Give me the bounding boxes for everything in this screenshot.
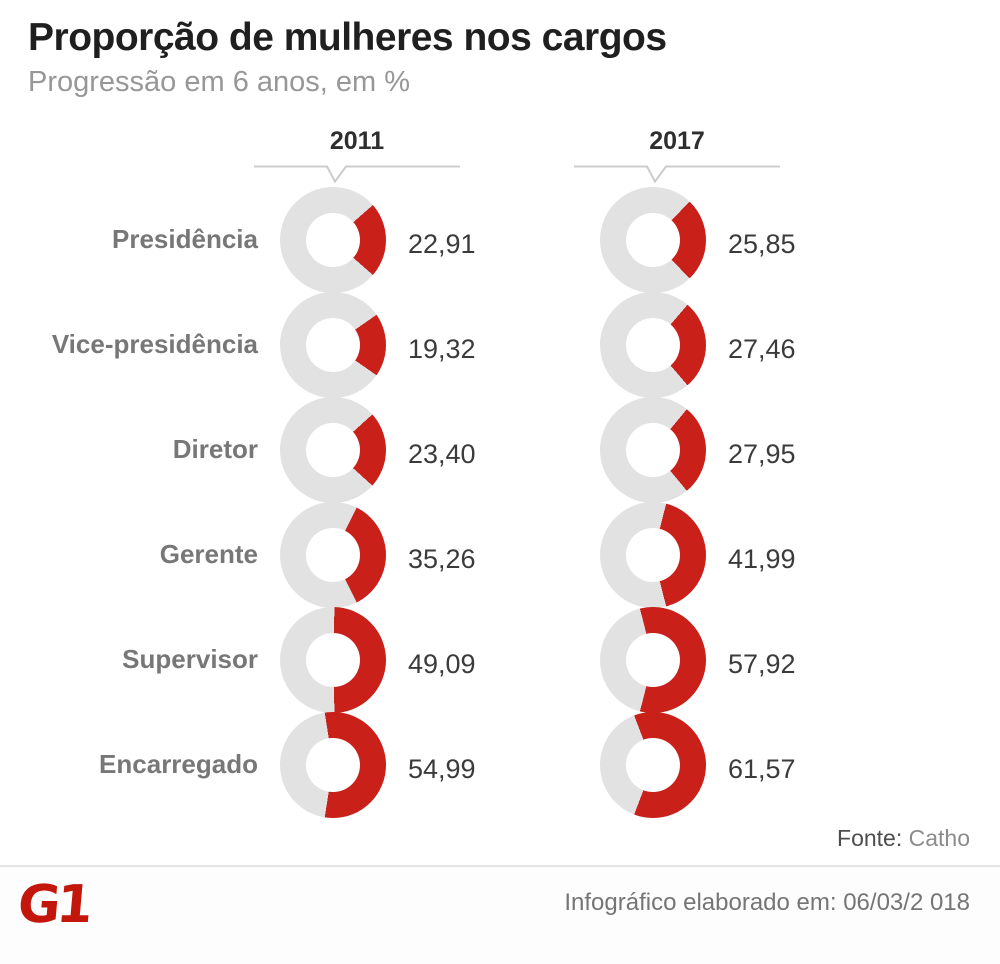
cell-2011: 23,40 <box>260 396 580 503</box>
source-value: Catho <box>908 824 970 851</box>
source-line: Fonte: Catho <box>0 825 1000 853</box>
header: Proporção de mulheres nos cargos Progres… <box>0 0 1000 99</box>
row-label: Supervisor <box>122 644 258 675</box>
donut-value-2017: 57,92 <box>728 649 796 680</box>
donut-value-2017: 27,95 <box>728 439 796 470</box>
chart-row: Vice-presidência 19,32 27,46 <box>0 291 1000 398</box>
g1-logo: G1 <box>15 875 92 936</box>
page-subtitle: Progressão em 6 anos, em % <box>28 65 411 98</box>
donut-chart-2017 <box>600 606 706 713</box>
donut-value-2011: 22,91 <box>408 229 476 260</box>
source-label: Fonte: <box>837 824 903 851</box>
year-label-2017: 2017 <box>649 126 705 155</box>
donut-chart-2011 <box>280 186 386 293</box>
row-label: Gerente <box>159 539 258 570</box>
column-header-2017: 2017 <box>574 125 1000 184</box>
donut-chart-grid: 2011 2017 Presidência 22,91 25,85 <box>0 125 1000 818</box>
cell-2017: 57,92 <box>580 606 1000 713</box>
row-label: Presidência <box>112 224 258 255</box>
row-label: Encarregado <box>99 749 258 780</box>
chart-row: Gerente 35,26 41,99 <box>0 501 1000 608</box>
donut-chart-2017 <box>600 186 706 293</box>
row-label: Diretor <box>172 434 258 465</box>
footer-divider <box>0 865 1000 868</box>
footer-bar: G1 Infográfico elaborado em: 06/03/2 018 <box>0 867 1000 964</box>
donut-value-2011: 35,26 <box>408 544 476 575</box>
column-header-2011: 2011 <box>254 125 580 184</box>
cell-2017: 27,95 <box>580 396 1000 503</box>
donut-chart-2011 <box>280 606 386 713</box>
donut-chart-2011 <box>280 396 386 503</box>
year-label-2011: 2011 <box>329 126 385 155</box>
cell-2011: 49,09 <box>260 606 580 713</box>
donut-value-2011: 23,40 <box>408 439 476 470</box>
cell-2011: 54,99 <box>260 711 580 818</box>
donut-value-2011: 49,09 <box>408 649 476 680</box>
bracket-icon <box>574 165 780 184</box>
donut-value-2011: 54,99 <box>408 754 476 785</box>
column-header-row: 2011 2017 <box>0 125 1000 187</box>
donut-chart-2011 <box>280 291 386 398</box>
bracket-icon <box>254 165 460 184</box>
cell-2017: 27,46 <box>580 291 1000 398</box>
cell-2011: 35,26 <box>260 501 580 608</box>
cell-2017: 61,57 <box>580 711 1000 818</box>
cell-2011: 22,91 <box>260 186 580 293</box>
donut-value-2011: 19,32 <box>408 334 476 365</box>
chart-row: Diretor 23,40 27,95 <box>0 396 1000 503</box>
donut-value-2017: 61,57 <box>728 754 796 785</box>
donut-chart-2017 <box>600 501 706 608</box>
donut-chart-2017 <box>600 291 706 398</box>
page-title: Proporção de mulheres nos cargos <box>28 16 667 59</box>
row-label: Vice-presidência <box>51 329 258 360</box>
donut-chart-2017 <box>600 396 706 503</box>
donut-chart-2011 <box>280 501 386 608</box>
cell-2017: 25,85 <box>580 186 1000 293</box>
cell-2011: 19,32 <box>260 291 580 398</box>
credit-text: Infográfico elaborado em: 06/03/2 018 <box>564 889 970 917</box>
chart-row: Presidência 22,91 25,85 <box>0 186 1000 293</box>
donut-value-2017: 27,46 <box>728 334 796 365</box>
donut-value-2017: 41,99 <box>728 544 796 575</box>
cell-2017: 41,99 <box>580 501 1000 608</box>
donut-chart-2017 <box>600 711 706 818</box>
chart-row: Supervisor 49,09 57,92 <box>0 606 1000 713</box>
donut-chart-2011 <box>280 711 386 818</box>
chart-row: Encarregado 54,99 61,57 <box>0 711 1000 818</box>
donut-value-2017: 25,85 <box>728 229 796 260</box>
